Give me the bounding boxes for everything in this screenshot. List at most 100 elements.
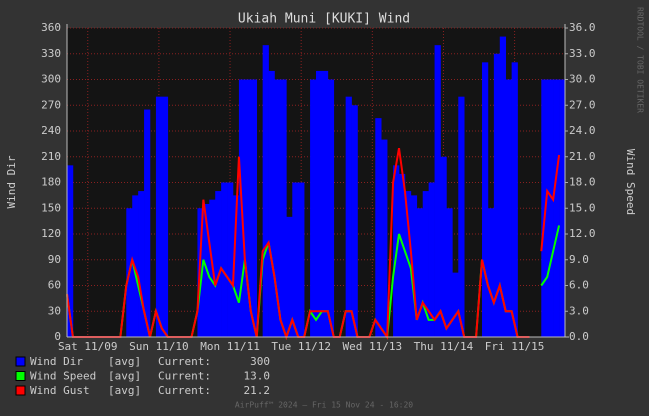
y2-tick-label: 36.0 <box>569 21 596 34</box>
dir-bar <box>440 156 447 337</box>
dir-bar <box>351 105 358 337</box>
y-axis-label: Wind Dir <box>5 155 18 208</box>
y2-tick-label: 6.0 <box>569 279 589 292</box>
x-tick-label: Tue 11/12 <box>271 340 331 353</box>
dir-bar <box>227 182 234 337</box>
dir-bar <box>416 208 424 337</box>
y-tick-label: 30 <box>48 304 61 317</box>
dir-bar <box>155 96 163 338</box>
dir-bar <box>452 272 459 337</box>
dir-bar <box>482 62 489 337</box>
dir-bar <box>244 79 252 337</box>
dir-bar <box>375 118 382 337</box>
y2-tick-label: 21.0 <box>569 150 596 163</box>
x-tick-label: Fri 11/15 <box>485 340 545 353</box>
dir-bar <box>547 79 554 337</box>
dir-bar <box>144 109 151 338</box>
x-tick-label: Mon 11/11 <box>200 340 260 353</box>
legend-current-label: Current: <box>158 370 211 383</box>
dir-bar <box>274 79 281 337</box>
dir-bar <box>487 208 495 337</box>
y-tick-label: 120 <box>41 227 61 240</box>
x-tick-label: Sun 11/10 <box>129 340 189 353</box>
dir-bar <box>197 208 204 337</box>
legend-swatch <box>15 356 26 367</box>
dir-bar <box>268 70 275 338</box>
y2-tick-label: 9.0 <box>569 253 589 266</box>
dir-bar <box>67 165 74 337</box>
y2-tick-label: 24.0 <box>569 124 596 137</box>
dir-bar <box>458 96 465 338</box>
x-tick-label: Thu 11/14 <box>414 340 474 353</box>
y-tick-label: 90 <box>48 253 61 266</box>
dir-bar <box>221 182 228 337</box>
legend-stat: [avg] <box>108 355 141 368</box>
y2-tick-label: 33.0 <box>569 47 596 60</box>
dir-bar <box>381 139 388 337</box>
dir-bar <box>138 191 145 337</box>
legend-swatch <box>15 371 26 381</box>
y-tick-label: 360 <box>41 21 61 34</box>
y-tick-label: 150 <box>41 201 61 214</box>
dir-bar <box>493 53 501 337</box>
dir-bar <box>446 208 453 337</box>
dir-bar <box>404 191 412 337</box>
legend-label: Wind Gust <box>30 384 90 397</box>
y-tick-label: 60 <box>48 279 61 292</box>
legend-label: Wind Dir <box>30 355 83 368</box>
y2-tick-label: 12.0 <box>569 227 596 240</box>
y2-axis-label: Wind Speed <box>624 149 637 215</box>
y2-tick-label: 18.0 <box>569 176 596 189</box>
dir-bar <box>422 191 429 337</box>
legend-swatch <box>15 385 26 396</box>
dir-bar <box>345 96 352 338</box>
dir-bar <box>262 45 269 338</box>
y2-tick-label: 3.0 <box>569 304 589 317</box>
legend-current-value: 21.2 <box>244 384 271 397</box>
dir-bar <box>286 216 293 337</box>
legend-current-value: 13.0 <box>244 370 271 383</box>
dir-bar <box>215 191 222 337</box>
dir-bar <box>559 79 566 337</box>
dir-bar <box>233 195 240 337</box>
dir-bar <box>292 182 299 337</box>
y2-tick-label: 0.0 <box>569 330 589 343</box>
dir-bar <box>428 182 435 337</box>
dir-bar <box>280 79 287 337</box>
y-tick-label: 300 <box>41 73 61 86</box>
y2-tick-label: 30.0 <box>569 73 596 86</box>
legend-label: Wind Speed <box>30 370 96 383</box>
side-text: RRDTOOL / TOBI OETIKER <box>636 7 645 113</box>
footer: AirPuff™ 2024 – Fri 15 Nov 24 - 16:20 <box>235 401 413 410</box>
x-tick-label: Wed 11/13 <box>343 340 403 353</box>
dir-bar <box>298 182 305 337</box>
chart-title: Ukiah Muni [KUKI] Wind <box>238 12 410 27</box>
x-tick-label: Sat 11/09 <box>58 340 118 353</box>
y-tick-label: 270 <box>41 98 61 111</box>
y-tick-label: 180 <box>41 176 61 189</box>
legend-current-label: Current: <box>158 384 211 397</box>
dir-bar <box>434 45 441 338</box>
legend-current-label: Current: <box>158 355 211 368</box>
y2-tick-label: 15.0 <box>569 201 596 214</box>
y-tick-label: 0 <box>54 330 61 343</box>
dir-bar <box>250 79 258 337</box>
legend-stat: [avg] <box>108 384 141 397</box>
dir-bar <box>399 173 406 337</box>
dir-bar <box>505 79 512 337</box>
dir-bar <box>161 96 169 338</box>
dir-bar <box>553 79 560 337</box>
legend-current-value: 300 <box>250 355 270 368</box>
dir-bar <box>511 62 518 337</box>
dir-bar <box>327 79 335 337</box>
y-tick-label: 210 <box>41 150 61 163</box>
y2-tick-label: 27.0 <box>569 98 596 111</box>
legend-stat: [avg] <box>108 370 141 383</box>
dir-bar <box>316 70 323 338</box>
dir-bar <box>321 70 329 338</box>
y-tick-label: 240 <box>41 124 61 137</box>
dir-bar <box>499 36 507 337</box>
dir-bar <box>410 195 418 337</box>
